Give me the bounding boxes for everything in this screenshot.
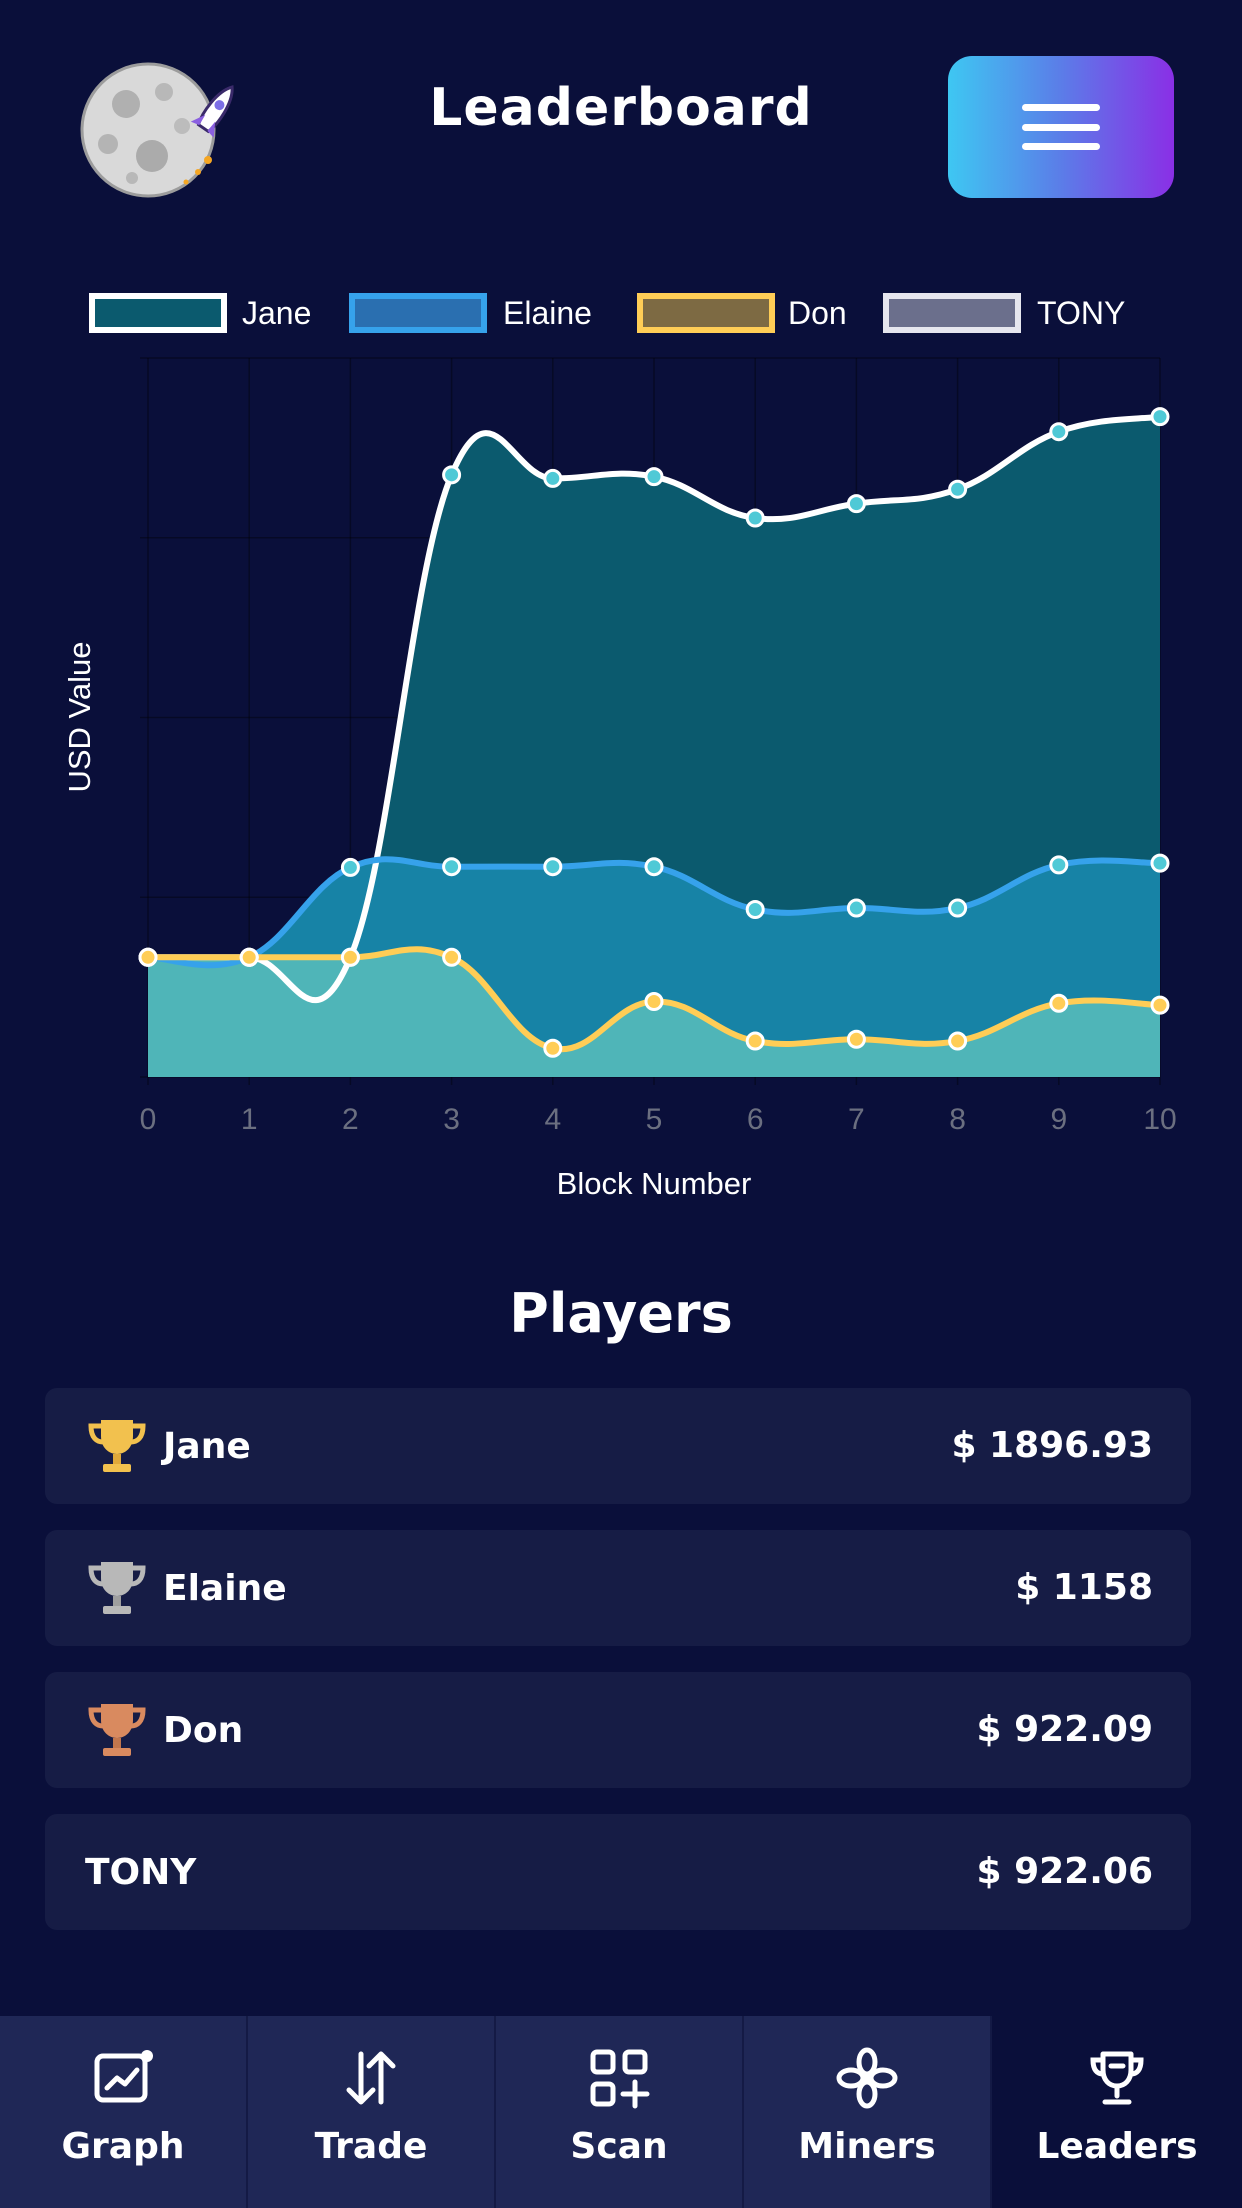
x-tick-label: 10: [1143, 1103, 1176, 1136]
point-don-5: [644, 992, 664, 1012]
x-tick-label: 3: [443, 1103, 460, 1136]
legend-label-elaine: Elaine: [503, 295, 592, 331]
page-title: Leaderboard: [429, 78, 813, 138]
player-value: $ 922.06: [976, 1851, 1153, 1892]
x-axis-label: Block Number: [557, 1166, 752, 1201]
point-elaine-3: [442, 857, 462, 877]
point-jane-3: [442, 465, 462, 485]
point-elaine-6: [745, 899, 765, 919]
point-don-9: [1049, 993, 1069, 1013]
point-jane-5: [644, 467, 664, 487]
point-jane-9: [1049, 422, 1069, 442]
legend-swatch-don: [637, 293, 775, 333]
point-don-8: [948, 1031, 968, 1051]
trade-arrows-icon: [346, 2051, 396, 2105]
x-tick-label: 7: [848, 1103, 865, 1136]
bottom-nav: Graph Trade Scan: [0, 2016, 1242, 2208]
player-name: Don: [163, 1709, 244, 1751]
bronze-trophy-icon: [88, 1704, 146, 1756]
point-elaine-2: [340, 857, 360, 877]
player-value: $ 1896.93: [951, 1425, 1153, 1466]
point-elaine-4: [543, 857, 563, 877]
player-row-2[interactable]: Elaine $ 1158: [45, 1530, 1191, 1646]
point-elaine-7: [846, 898, 866, 918]
trophy-icon: [1090, 2051, 1144, 2105]
nav-label: Scan: [570, 2126, 668, 2167]
player-name: Jane: [163, 1425, 251, 1467]
player-list: Jane $ 1896.93 Elaine $ 1158 Don $ 922.0…: [45, 1388, 1191, 1956]
x-tick-label: 2: [342, 1103, 359, 1136]
x-tick-label: 1: [241, 1103, 258, 1136]
point-jane-4: [543, 468, 563, 488]
point-don-2: [340, 947, 360, 967]
nav-label: Miners: [798, 2126, 936, 2167]
x-tick-label: 5: [646, 1103, 663, 1136]
x-tick-label: 4: [544, 1103, 561, 1136]
x-tick-label: 0: [140, 1103, 157, 1136]
nav-label: Leaders: [1036, 2126, 1198, 2167]
menu-button[interactable]: [948, 56, 1174, 198]
player-row-4[interactable]: TONY $ 922.06: [45, 1814, 1191, 1930]
point-don-0: [138, 947, 158, 967]
moon-rocket-logo: [80, 62, 234, 198]
point-don-7: [846, 1029, 866, 1049]
x-tick-label: 6: [747, 1103, 764, 1136]
point-don-10: [1150, 995, 1170, 1015]
legend-label-don: Don: [788, 295, 847, 331]
point-elaine-8: [948, 898, 968, 918]
hamburger-icon: [1022, 104, 1100, 150]
player-row-1[interactable]: Jane $ 1896.93: [45, 1388, 1191, 1504]
scan-grid-icon: [590, 2049, 650, 2109]
point-elaine-10: [1150, 853, 1170, 873]
point-jane-8: [948, 479, 968, 499]
point-don-1: [239, 947, 259, 967]
point-jane-7: [846, 494, 866, 514]
nav-graph[interactable]: Graph: [0, 2016, 248, 2208]
nav-scan[interactable]: Scan: [496, 2016, 744, 2208]
miners-flower-icon: [836, 2047, 898, 2109]
point-don-4: [543, 1038, 563, 1058]
nav-label: Trade: [314, 2126, 428, 2167]
player-name: Elaine: [163, 1567, 287, 1609]
point-elaine-5: [644, 857, 664, 877]
y-axis-label: USD Value: [62, 641, 97, 792]
point-jane-10: [1150, 407, 1170, 427]
header: Leaderboard: [0, 0, 1242, 230]
area-chart-svg: 0 1 2 3 4 5 6 7 8 9 10 Block Number USD Value Jane Ela…: [62, 293, 1177, 1201]
nav-label: Graph: [61, 2126, 185, 2167]
x-tick-label: 9: [1050, 1103, 1067, 1136]
legend-swatch-tony: [883, 293, 1021, 333]
point-don-6: [745, 1031, 765, 1051]
legend-label-jane: Jane: [242, 295, 311, 331]
point-elaine-9: [1049, 855, 1069, 875]
player-row-3[interactable]: Don $ 922.09: [45, 1672, 1191, 1788]
nav-leaders[interactable]: Leaders: [992, 2016, 1242, 2208]
gold-trophy-icon: [88, 1420, 146, 1472]
silver-trophy-icon: [88, 1562, 146, 1614]
legend-label-tony: TONY: [1037, 295, 1125, 331]
player-value: $ 1158: [1015, 1567, 1153, 1608]
usd-value-chart: 0 1 2 3 4 5 6 7 8 9 10 Block Number USD Value Jane Ela…: [0, 270, 1242, 1220]
x-tick-label: 8: [949, 1103, 966, 1136]
point-jane-6: [745, 508, 765, 528]
player-value: $ 922.09: [976, 1709, 1153, 1750]
graph-icon: [94, 2050, 153, 2103]
legend-swatch-jane: [89, 293, 227, 333]
nav-miners[interactable]: Miners: [744, 2016, 992, 2208]
player-name: TONY: [85, 1851, 197, 1893]
legend-swatch-elaine: [349, 293, 487, 333]
nav-trade[interactable]: Trade: [248, 2016, 496, 2208]
point-don-3: [442, 947, 462, 967]
players-heading: Players: [509, 1282, 733, 1345]
